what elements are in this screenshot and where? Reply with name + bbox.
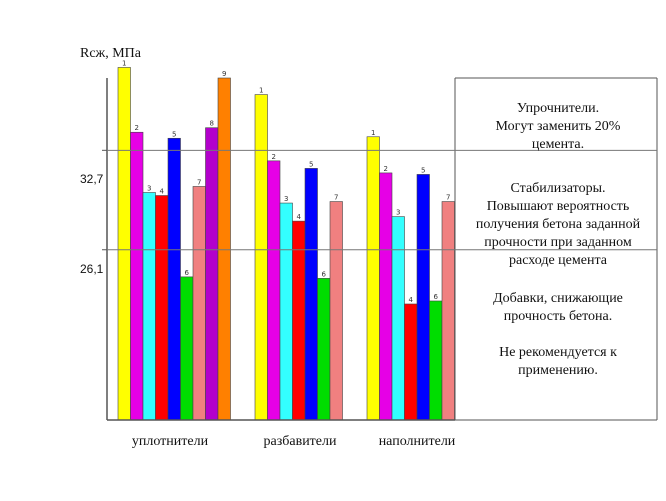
bar-0-4	[155, 195, 169, 421]
bar-label-1-5: 5	[309, 160, 313, 168]
y-tick-label-26-1: 26,1	[80, 262, 104, 276]
bar-label-0-9: 9	[222, 70, 226, 78]
bar-label-0-4: 4	[160, 188, 165, 196]
bar-label-1-2: 2	[272, 153, 276, 161]
bar-1-2	[267, 160, 281, 421]
bar-label-1-6: 6	[322, 270, 327, 278]
y-axis-label: Rсж, МПа	[80, 46, 141, 61]
bar-2-5	[416, 174, 430, 421]
bar-2-3	[391, 216, 405, 421]
bar-label-1-3: 3	[284, 195, 288, 203]
note-line: расходе цемента	[509, 253, 607, 268]
note-line: Не рекомендуется к	[499, 345, 617, 360]
bar-2-2	[379, 172, 393, 421]
bar-label-1-1: 1	[259, 87, 263, 95]
bar-2-6	[429, 300, 443, 421]
bar-label-2-4: 4	[409, 296, 414, 304]
bar-0-8	[205, 127, 219, 421]
category-label-napolniteli: наполнители	[378, 434, 456, 449]
note-reducing-additives: Добавки, снижающие прочность бетона. Не …	[460, 290, 656, 380]
bar-1-6	[317, 278, 331, 421]
note-line: Добавки, снижающие	[493, 291, 623, 306]
note-line: прочность бетона.	[503, 309, 613, 324]
bar-label-0-7: 7	[197, 178, 201, 186]
bar-1-7	[329, 201, 343, 421]
note-strengtheners: Упрочнители. Могут заменить 20% цемента.	[460, 100, 656, 154]
bar-label-0-6: 6	[185, 269, 190, 277]
bar-2-1	[366, 136, 380, 421]
bar-label-1-4: 4	[297, 213, 302, 221]
note-line: Упрочнители.	[516, 101, 600, 116]
bar-1-3	[279, 202, 293, 421]
note-line: Стабилизаторы.	[510, 181, 606, 196]
bar-label-0-3: 3	[147, 185, 151, 193]
bar-1-5	[304, 168, 318, 421]
note-line: получения бетона заданной	[475, 217, 641, 232]
note-line: Повышают вероятность	[486, 199, 630, 214]
bar-label-1-7: 7	[334, 194, 338, 202]
bar-label-0-5: 5	[172, 130, 176, 138]
category-label-uplotniteli: уплотнители	[131, 434, 209, 449]
note-spacer	[460, 326, 656, 344]
bar-label-2-5: 5	[421, 166, 425, 174]
bar-label-2-2: 2	[384, 165, 388, 173]
bar-0-2	[130, 131, 144, 421]
bar-0-6	[180, 276, 194, 421]
bar-1-1	[254, 94, 268, 421]
bar-label-2-6: 6	[434, 293, 439, 301]
y-tick-label-32-7: 32,7	[80, 172, 104, 186]
bar-label-0-1: 1	[122, 59, 126, 67]
note-line: Могут заменить 20%	[495, 119, 621, 134]
bar-0-9	[217, 77, 231, 421]
bar-1-4	[292, 220, 306, 421]
note-line: прочности при заданном	[484, 235, 632, 250]
bar-2-4	[404, 303, 418, 421]
bar-label-0-8: 8	[210, 120, 214, 128]
category-label-razbaviteli: разбавители	[263, 434, 337, 449]
chart-frame	[102, 77, 658, 421]
bar-0-5	[167, 137, 181, 421]
note-stabilizers: Стабилизаторы. Повышают вероятность полу…	[460, 180, 656, 270]
bar-label-2-3: 3	[396, 209, 400, 217]
bar-label-0-2: 2	[135, 124, 139, 132]
bar-0-1	[117, 67, 131, 421]
bar-label-2-1: 1	[371, 129, 375, 137]
bars-layer: 1 2 3 4 5 6 7 8 9 1 2 3 4 5 6 7 1 2 3 4 5 6 7	[117, 59, 455, 421]
note-line: применению.	[518, 363, 598, 378]
bar-0-7	[192, 186, 206, 421]
bar-0-3	[142, 192, 156, 421]
bar-label-2-7: 7	[446, 194, 450, 202]
note-line: цемента.	[531, 137, 585, 152]
bar-2-7	[441, 201, 455, 421]
